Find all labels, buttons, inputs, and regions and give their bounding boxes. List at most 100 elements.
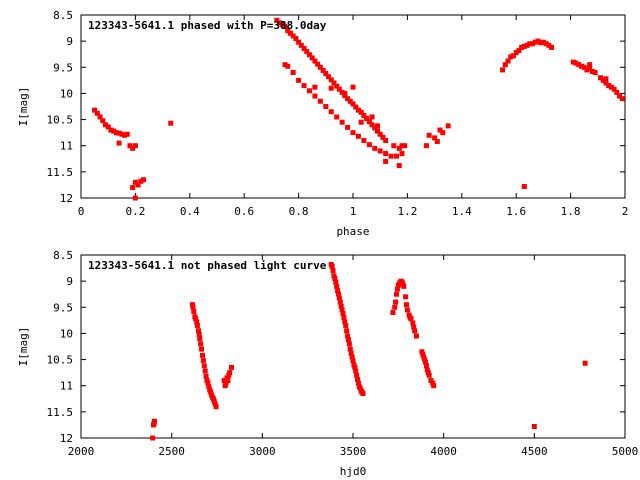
data-point: [578, 63, 584, 69]
data-point: [419, 349, 425, 355]
data-point: [350, 130, 356, 136]
x-tick-label: 1.6: [506, 205, 526, 218]
data-point: [606, 83, 612, 89]
data-point: [422, 357, 428, 363]
data-point: [346, 341, 352, 347]
data-point: [337, 299, 343, 305]
data-point: [113, 130, 119, 136]
data-point: [306, 52, 312, 58]
data-point: [326, 74, 332, 80]
x-tick-label: 1: [350, 205, 357, 218]
y-tick-label: 10.5: [47, 114, 74, 127]
data-point: [210, 396, 216, 402]
data-point: [285, 28, 291, 34]
data-point: [287, 30, 293, 36]
data-point: [394, 153, 400, 159]
data-point: [328, 77, 334, 83]
data-point: [608, 84, 614, 90]
data-point: [213, 404, 219, 410]
data-point: [116, 130, 122, 136]
data-point: [369, 122, 375, 128]
data-point: [617, 93, 623, 99]
data-point: [328, 85, 334, 91]
data-point: [345, 337, 351, 343]
data-point: [141, 177, 147, 183]
y-tick-label: 10: [60, 327, 73, 340]
data-point: [402, 143, 408, 149]
x-tick-label: 1.4: [452, 205, 472, 218]
x-tick-label: 0.6: [234, 205, 254, 218]
data-point: [124, 131, 130, 137]
data-point: [108, 127, 114, 133]
data-point: [333, 279, 339, 285]
data-point: [342, 319, 348, 325]
data-point: [383, 137, 389, 143]
data-point: [352, 364, 358, 370]
data-point: [366, 119, 372, 125]
data-point: [105, 124, 111, 130]
data-point: [587, 62, 593, 68]
data-point: [196, 328, 202, 334]
data-point: [519, 44, 525, 50]
data-point: [603, 80, 609, 86]
data-point: [329, 264, 335, 270]
data-point: [437, 127, 443, 133]
data-point: [513, 50, 519, 56]
data-point: [102, 122, 108, 128]
data-point: [334, 83, 340, 89]
data-point: [349, 354, 355, 360]
data-point: [396, 163, 402, 169]
data-point: [199, 346, 205, 352]
data-point: [342, 90, 348, 96]
data-point: [335, 288, 341, 294]
data-point: [150, 435, 156, 441]
data-point: [360, 391, 366, 397]
data-point: [309, 55, 315, 61]
x-tick-label: 4000: [430, 445, 457, 458]
data-point: [208, 389, 214, 395]
data-point: [582, 360, 588, 366]
data-point: [576, 62, 582, 68]
data-point: [619, 96, 625, 102]
data-point: [197, 336, 203, 342]
data-point: [348, 350, 354, 356]
data-point: [296, 39, 302, 45]
data-point: [390, 310, 396, 316]
data-point: [224, 375, 230, 381]
data-point: [130, 145, 136, 151]
data-point: [364, 116, 370, 122]
data-point: [587, 65, 593, 71]
data-point: [338, 303, 344, 309]
data-point: [589, 68, 595, 74]
data-point: [532, 39, 538, 45]
plot-frame: [80, 254, 626, 439]
data-point: [282, 62, 288, 68]
data-point: [323, 104, 329, 109]
x-tick-label: 1.8: [561, 205, 581, 218]
x-tick-label: 0.8: [289, 205, 309, 218]
data-point: [196, 331, 202, 337]
data-point: [426, 132, 432, 138]
data-point: [312, 58, 318, 64]
x-tick-label: 1.2: [397, 205, 417, 218]
data-point: [396, 145, 402, 151]
data-point: [200, 358, 206, 364]
data-point: [598, 75, 604, 81]
x-tick-label: 3500: [340, 445, 367, 458]
data-point: [540, 39, 546, 45]
data-point: [600, 77, 606, 83]
data-point: [500, 67, 506, 73]
data-point: [290, 33, 296, 39]
data-point: [531, 423, 537, 429]
data-point: [535, 38, 541, 44]
y-tick-label: 9.5: [53, 61, 73, 74]
data-point: [355, 133, 361, 139]
data-point: [312, 84, 318, 90]
data-point: [394, 286, 400, 292]
data-point: [406, 312, 412, 318]
data-point: [132, 195, 138, 201]
data-point: [412, 328, 418, 334]
y-tick-label: 8.5: [53, 249, 73, 262]
data-point: [306, 88, 312, 94]
